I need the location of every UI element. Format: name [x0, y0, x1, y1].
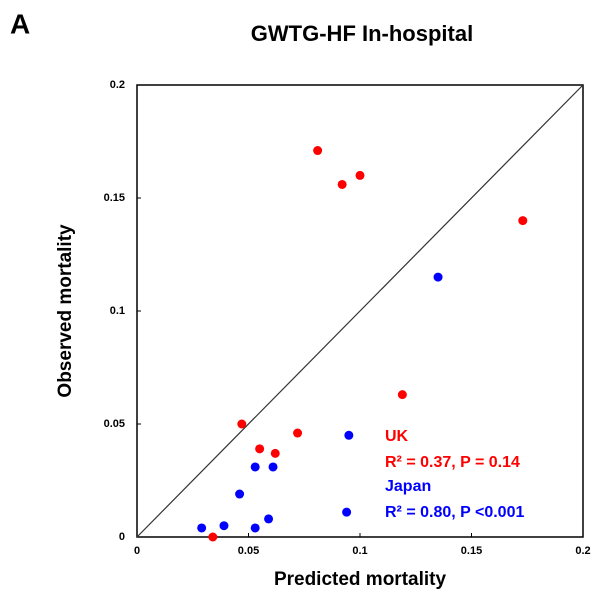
x-axis-label: Predicted mortality: [274, 569, 447, 590]
x-tick-label: 0.05: [238, 545, 259, 557]
annotation-stats: R² = 0.80, P <0.001: [385, 504, 524, 521]
point: [337, 179, 347, 189]
annotation-name: Japan: [385, 478, 431, 495]
annotation-name: UK: [385, 428, 409, 445]
identity-line: [136, 84, 584, 538]
y-axis-label: Observed mortality: [55, 224, 76, 398]
point: [250, 523, 260, 533]
point: [237, 419, 247, 429]
point: [293, 428, 303, 438]
y-tick-label: 0.05: [104, 418, 125, 430]
point: [235, 489, 245, 499]
point: [355, 170, 365, 180]
point: [264, 514, 274, 524]
point: [518, 216, 528, 226]
point: [344, 430, 354, 440]
point: [342, 507, 352, 517]
y-tick-label: 0: [119, 531, 125, 543]
point: [397, 390, 407, 400]
point: [250, 462, 260, 472]
panel-label: A: [10, 8, 30, 39]
point: [270, 448, 280, 458]
point: [268, 462, 278, 472]
annotation-stats: R² = 0.37, P = 0.14: [385, 454, 520, 471]
point: [208, 532, 218, 542]
point: [313, 146, 323, 156]
x-tick-label: 0: [134, 545, 140, 557]
y-tick-label: 0.1: [110, 305, 125, 317]
x-tick-label: 0.2: [575, 545, 590, 557]
point: [433, 272, 443, 282]
x-tick-label: 0.15: [461, 545, 482, 557]
point: [255, 444, 265, 454]
y-tick-label: 0.2: [110, 79, 125, 91]
x-tick-label: 0.1: [352, 545, 367, 557]
chart-title: GWTG-HF In-hospital: [251, 21, 473, 46]
point: [197, 523, 207, 533]
y-tick-label: 0.15: [104, 192, 125, 204]
point: [219, 521, 229, 531]
